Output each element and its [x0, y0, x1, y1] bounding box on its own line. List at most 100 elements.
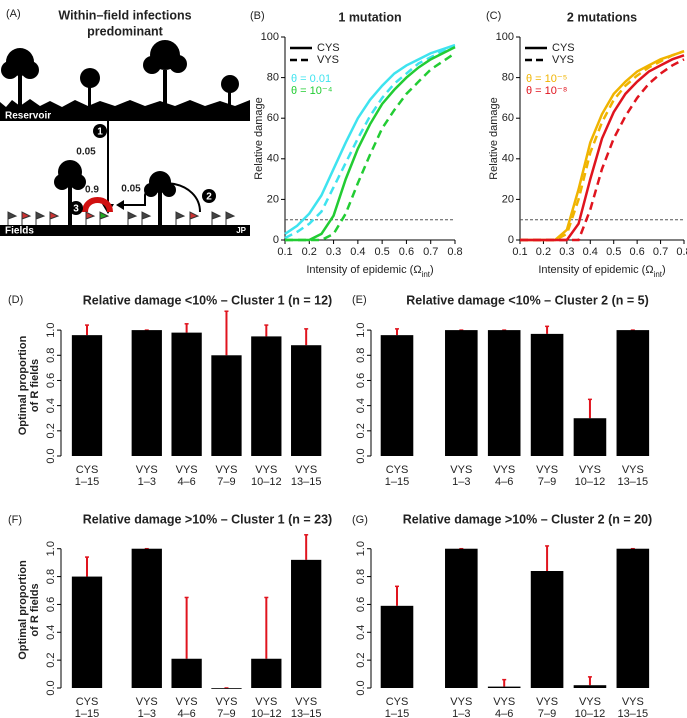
- x-tick-label: 1–15: [75, 708, 99, 718]
- legend-label: θ = 0.01: [291, 73, 331, 85]
- y-tick-label: 0.0: [45, 680, 57, 695]
- bar: [291, 345, 322, 456]
- x-tick-label: 10–12: [251, 708, 282, 718]
- x-axis-label: ): [430, 264, 434, 276]
- x-tick-label: 4–6: [495, 476, 513, 488]
- bar: [291, 559, 322, 688]
- x-tick-label: VYS: [450, 464, 472, 476]
- x-tick-label: 1–15: [385, 476, 409, 488]
- x-tick-label: 4–6: [177, 476, 195, 488]
- arrow-head: [116, 200, 124, 210]
- x-tick-label: VYS: [295, 696, 317, 708]
- x-tick-label: VYS: [579, 464, 601, 476]
- series-line: [284, 45, 456, 240]
- y-tick-label: 0.8: [45, 348, 57, 363]
- y-tick-label: 1.0: [355, 322, 367, 337]
- y-tick-label: 0.2: [355, 423, 367, 438]
- y-tick-label: 0.6: [355, 373, 367, 388]
- y-tick-label: 0.4: [355, 625, 367, 640]
- chart-title: Relative damage >10% – Cluster 2 (n = 20…: [403, 512, 652, 526]
- y-tick-label: 1.0: [355, 541, 367, 556]
- bar: [251, 658, 282, 688]
- x-tick-label: 0.3: [326, 246, 341, 258]
- y-tick-label: 0: [508, 234, 514, 246]
- x-tick-label: 13–15: [618, 476, 649, 488]
- x-tick-label: 10–12: [575, 708, 606, 718]
- panel-label: (G): [352, 514, 368, 526]
- bar: [573, 685, 607, 688]
- x-tick-label: 0.3: [559, 246, 574, 258]
- series-line: [285, 46, 456, 242]
- x-tick-label: 0.2: [536, 246, 551, 258]
- marker-label: 3: [73, 204, 79, 215]
- x-tick-label: VYS: [493, 464, 515, 476]
- y-tick-label: 100: [261, 31, 279, 43]
- x-tick-label: 10–12: [251, 476, 282, 488]
- x-tick-label: 0.6: [399, 246, 414, 258]
- y-tick-label: 0.6: [355, 597, 367, 612]
- x-tick-label: 0.5: [606, 246, 621, 258]
- y-tick-label: 0.6: [45, 597, 57, 612]
- chart-title: 2 mutations: [567, 10, 637, 24]
- x-tick-label: 4–6: [177, 708, 195, 718]
- chart-title: Relative damage <10% – Cluster 1 (n = 12…: [83, 293, 332, 307]
- credit: JP: [236, 226, 246, 235]
- y-axis-label: Optimal proportion: [17, 560, 29, 660]
- x-tick-label: 4–6: [495, 708, 513, 718]
- x-tick-label: VYS: [176, 696, 198, 708]
- y-axis-label: Relative damage: [253, 97, 265, 180]
- x-tick-label: 0.1: [277, 246, 292, 258]
- y-axis-label: Relative damage: [488, 97, 500, 180]
- y-tick-label: 0.6: [45, 373, 57, 388]
- y-tick-label: 20: [267, 193, 279, 205]
- x-tick-label: 7–9: [217, 476, 235, 488]
- x-tick-label: 7–9: [538, 476, 556, 488]
- x-axis-label: int: [654, 270, 663, 279]
- bar: [131, 548, 162, 688]
- x-tick-label: 0.8: [447, 246, 462, 258]
- bar: [171, 658, 202, 688]
- x-tick-label: 0.1: [512, 246, 527, 258]
- series-line: [285, 52, 456, 242]
- y-axis-label: of R fields: [29, 359, 41, 412]
- panel-a: (A) Within–field infections predominant …: [0, 8, 250, 237]
- panel-label: (D): [8, 294, 23, 306]
- y-tick-label: 0.2: [45, 423, 57, 438]
- panel-label: (A): [6, 8, 21, 20]
- y-axis-label: Optimal proportion: [17, 335, 29, 435]
- y-tick-label: 100: [496, 31, 514, 43]
- x-tick-label: 0.2: [302, 246, 317, 258]
- x-tick-label: 10–12: [575, 476, 606, 488]
- bar: [380, 605, 414, 688]
- x-tick-label: VYS: [176, 464, 198, 476]
- x-tick-label: 7–9: [538, 708, 556, 718]
- x-tick-label: 13–15: [291, 476, 322, 488]
- legend-label: θ = 10⁻⁸: [526, 85, 567, 97]
- y-tick-label: 0.8: [355, 569, 367, 584]
- marker-label: 2: [206, 192, 212, 203]
- y-tick-label: 1.0: [45, 541, 57, 556]
- marker-label: 1: [97, 127, 103, 138]
- x-tick-label: VYS: [215, 464, 237, 476]
- bar: [251, 336, 282, 456]
- x-tick-label: VYS: [622, 464, 644, 476]
- y-tick-label: 0.0: [355, 448, 367, 463]
- within-field-arc: [82, 197, 113, 213]
- x-tick-label: VYS: [622, 696, 644, 708]
- x-tick-label: 0.7: [653, 246, 668, 258]
- field-trees: [54, 160, 176, 225]
- panel-label: (C): [486, 10, 501, 22]
- marker: [93, 124, 107, 138]
- x-tick-label: VYS: [536, 696, 558, 708]
- flags: [7, 211, 236, 225]
- reservoir-trees: [0, 40, 250, 110]
- legend-label: CYS: [552, 42, 575, 54]
- bar: [487, 686, 521, 688]
- y-tick-label: 60: [502, 112, 514, 124]
- x-tick-label: 13–15: [291, 708, 322, 718]
- x-tick-label: 1–15: [385, 708, 409, 718]
- x-tick-label: VYS: [136, 696, 158, 708]
- y-tick-label: 0.0: [355, 680, 367, 695]
- x-tick-label: CYS: [386, 696, 409, 708]
